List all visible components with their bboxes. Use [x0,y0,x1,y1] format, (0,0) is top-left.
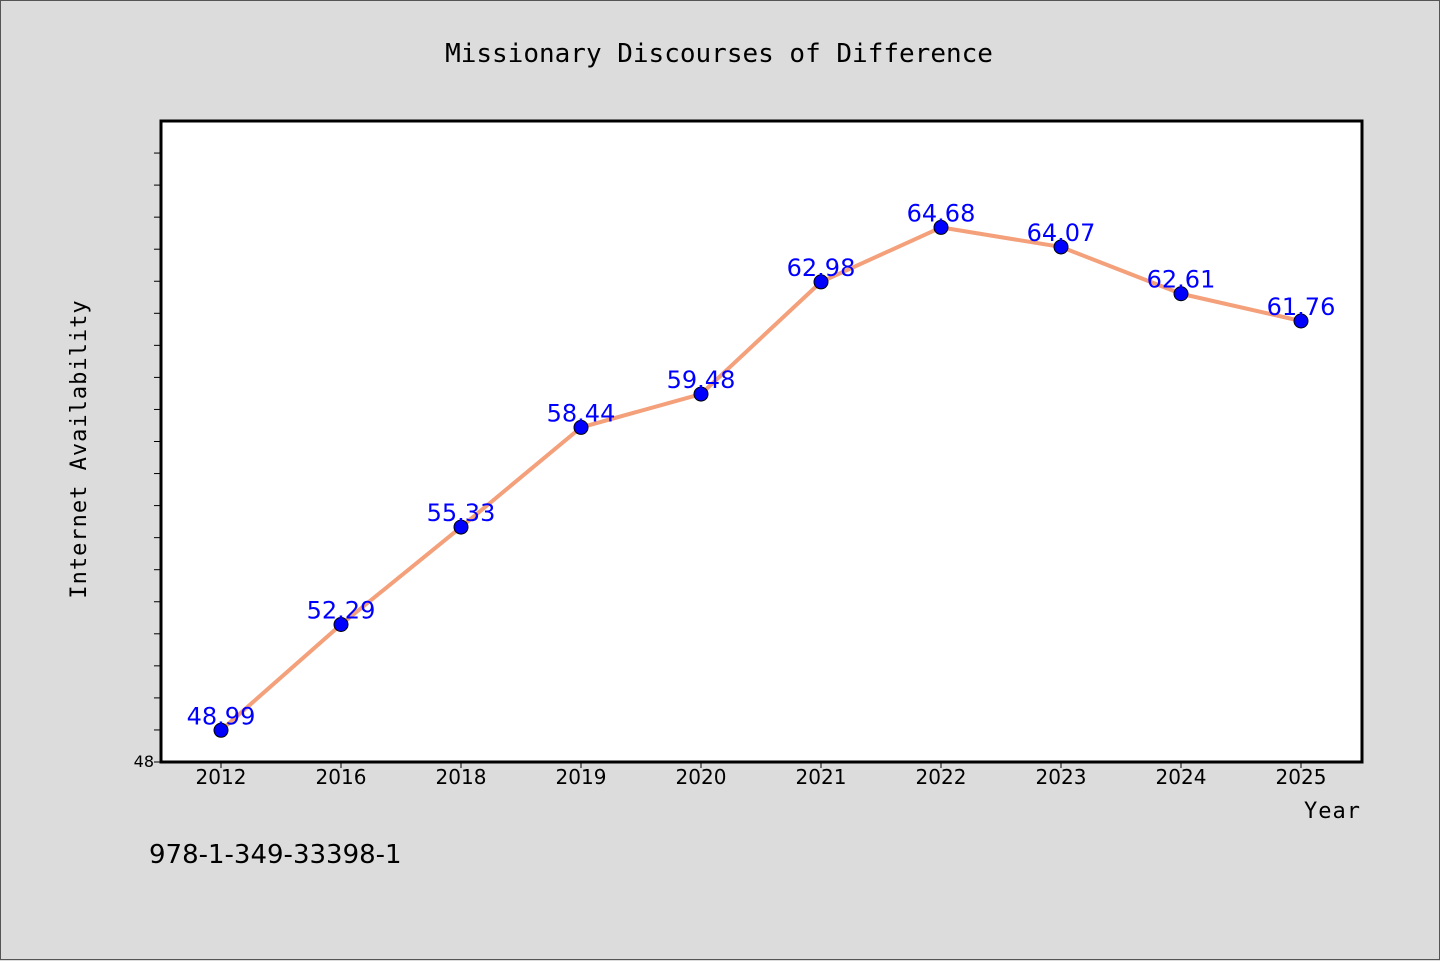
data-point-marker [1173,286,1189,302]
data-label: 48.99 [187,702,256,730]
data-point-marker [1053,239,1069,255]
x-tick-label: 2021 [796,765,847,789]
x-tick-label: 2018 [436,765,487,789]
data-labels: 48.99 52.29 55.33 58.44 59.48 62.98 64.68 64.07… [187,199,1336,730]
series-line [219,225,1302,732]
data-label: 64.68 [907,199,976,227]
data-point-marker [693,386,709,402]
data-label: 62.61 [1147,266,1216,294]
data-label: 52.29 [307,597,376,625]
x-axis-label: Year [1304,799,1361,824]
x-tick-label: 2023 [1036,765,1087,789]
data-label: 59.48 [667,366,736,394]
x-tick-label: 2022 [916,765,967,789]
x-tick-label: 2016 [316,765,367,789]
x-tick-label: 2025 [1276,765,1327,789]
data-point-marker [933,219,949,235]
plot-area [159,119,1364,764]
data-label: 62.98 [787,254,856,282]
x-tick-label: 2024 [1156,765,1207,789]
data-point-marker [453,519,469,535]
y-tick-label-min: 48 [134,752,154,771]
series-markers [213,219,1309,738]
data-point-marker [813,274,829,290]
data-label: 61.76 [1267,293,1336,321]
data-point-marker [1293,313,1309,329]
x-tick-label: 2019 [556,765,607,789]
data-point-marker [573,419,589,435]
data-label: 64.07 [1027,219,1096,247]
x-tick-label: 2020 [676,765,727,789]
data-label: 58.44 [547,399,616,427]
isbn-footer: 978-1-349-33398-1 [149,840,402,870]
y-axis-ticks [154,152,161,763]
data-label: 55.33 [427,499,496,527]
data-point-marker [213,722,229,738]
data-point-marker [333,617,349,633]
x-tick-labels: 2012 2016 2018 2019 2020 2021 2022 2023 2024 2025 [196,765,1327,789]
x-axis-ticks [220,762,1302,768]
x-tick-label: 2012 [196,765,247,789]
y-axis-label: Internet Availability [67,299,92,598]
chart-title: Missionary Discourses of Difference [445,39,993,69]
